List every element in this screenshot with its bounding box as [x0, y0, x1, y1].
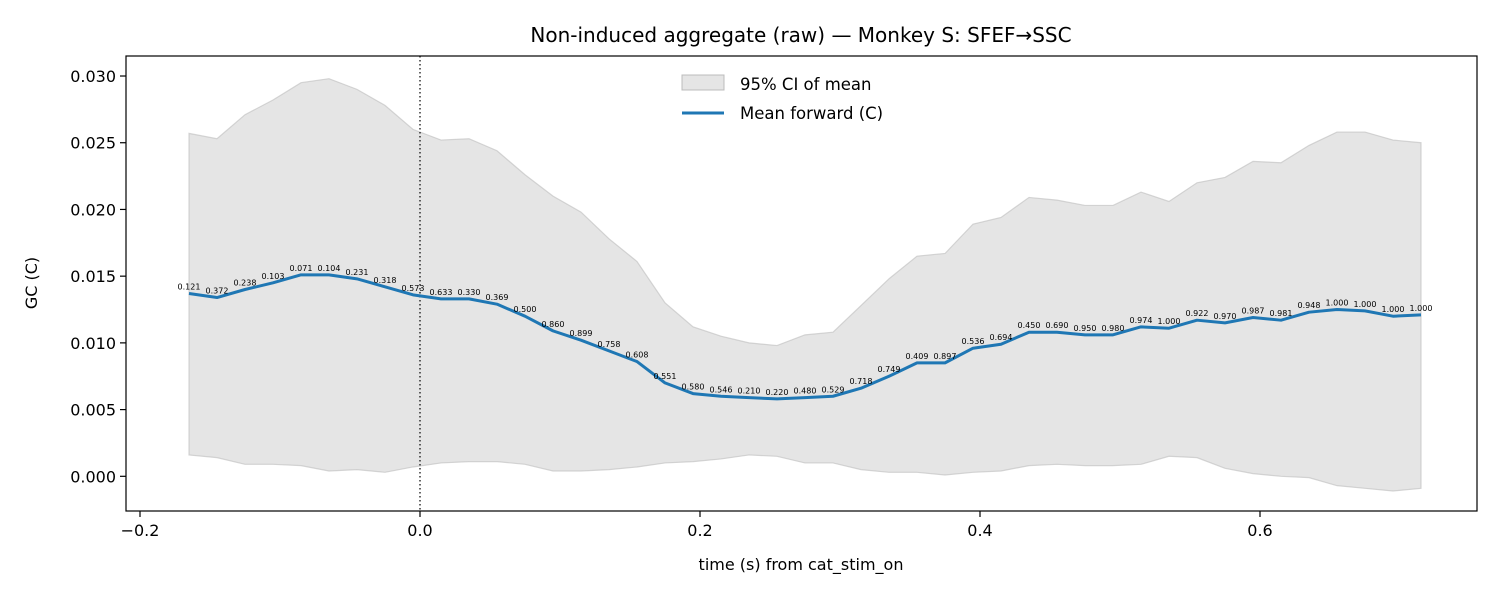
ci-band [188, 78, 1422, 492]
y-axis-label: GC (C) [22, 257, 41, 309]
point-label: 0.922 [1186, 309, 1209, 318]
point-label: 0.981 [1270, 309, 1293, 318]
plot-frame [125, 55, 1478, 512]
point-label: 0.551 [654, 372, 677, 381]
x-tick-label: 0.2 [687, 521, 712, 540]
point-label: 0.103 [262, 272, 285, 281]
point-label: 0.409 [906, 352, 929, 361]
plot-area: 0.121 0.372 0.238 0.103 0.071 0.104 0.231 0.318… [178, 56, 1433, 511]
point-label: 0.897 [934, 352, 957, 361]
point-label: 0.500 [514, 305, 537, 314]
point-label: 0.974 [1130, 316, 1153, 325]
point-label: 0.980 [1102, 324, 1125, 333]
point-label: 0.718 [850, 377, 873, 386]
point-label: 0.633 [430, 288, 453, 297]
x-tick-label: 0.0 [407, 521, 432, 540]
point-label: 0.231 [346, 268, 369, 277]
y-tick-label: 0.020 [70, 200, 116, 219]
legend-label-ci: 95% CI of mean [740, 75, 872, 94]
point-label: 0.608 [626, 351, 649, 360]
point-label: 0.104 [318, 264, 341, 273]
x-axis: −0.2 0.0 0.2 0.4 0.6 [121, 511, 1273, 540]
y-tick-label: 0.015 [70, 267, 116, 286]
x-tick-label: 0.4 [967, 521, 992, 540]
point-label: 0.121 [178, 283, 201, 292]
point-label: 1.000 [1354, 300, 1377, 309]
point-label: 0.071 [290, 264, 313, 273]
point-label: 0.970 [1214, 312, 1237, 321]
y-axis: 0.000 0.005 0.010 0.015 0.020 0.025 0.030 [70, 67, 126, 486]
point-label: 0.948 [1298, 301, 1321, 310]
point-label: 0.450 [1018, 321, 1041, 330]
point-label: 0.987 [1242, 307, 1265, 316]
chart-title: Non-induced aggregate (raw) — Monkey S: … [530, 23, 1071, 47]
point-label: 0.546 [710, 385, 733, 394]
point-label: 0.950 [1074, 324, 1097, 333]
legend-swatch-ci [681, 74, 725, 91]
point-label: 1.000 [1382, 305, 1405, 314]
point-label: 0.220 [766, 388, 789, 397]
point-label: 0.690 [1046, 321, 1069, 330]
point-label: 0.749 [878, 365, 901, 374]
y-tick-label: 0.025 [70, 134, 116, 153]
point-label: 0.536 [962, 337, 985, 346]
point-label: 1.000 [1410, 304, 1433, 313]
point-label: 0.899 [570, 329, 593, 338]
point-label: 1.000 [1158, 317, 1181, 326]
point-label: 0.238 [234, 279, 257, 288]
legend-label-mean: Mean forward (C) [740, 104, 883, 123]
point-label: 0.480 [794, 387, 817, 396]
point-label: 1.000 [1326, 299, 1349, 308]
y-tick-label: 0.010 [70, 334, 116, 353]
point-label: 0.573 [402, 284, 425, 293]
point-label: 0.372 [206, 287, 229, 296]
y-tick-label: 0.030 [70, 67, 116, 86]
point-label: 0.694 [990, 333, 1013, 342]
point-label: 0.318 [374, 276, 397, 285]
x-tick-label: 0.6 [1247, 521, 1272, 540]
y-tick-label: 0.005 [70, 401, 116, 420]
point-label: 0.210 [738, 387, 761, 396]
x-axis-label: time (s) from cat_stim_on [699, 555, 904, 575]
y-tick-label: 0.000 [70, 467, 116, 486]
point-label: 0.580 [682, 383, 705, 392]
x-tick-label: −0.2 [121, 521, 160, 540]
mean-line [188, 273, 1422, 401]
point-label: 0.758 [598, 340, 621, 349]
point-label: 0.330 [458, 288, 481, 297]
legend: 95% CI of mean Mean forward (C) [681, 74, 883, 123]
point-label: 0.860 [542, 320, 565, 329]
point-label: 0.529 [822, 385, 845, 394]
point-label: 0.369 [486, 293, 509, 302]
